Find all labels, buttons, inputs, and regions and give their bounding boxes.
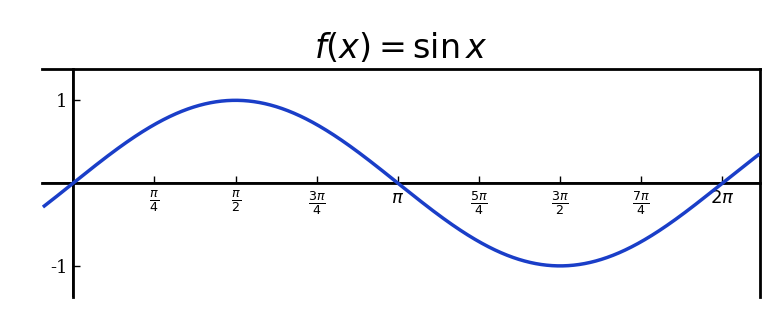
Title: $f(x) = \sin x$: $f(x) = \sin x$ bbox=[314, 31, 488, 65]
